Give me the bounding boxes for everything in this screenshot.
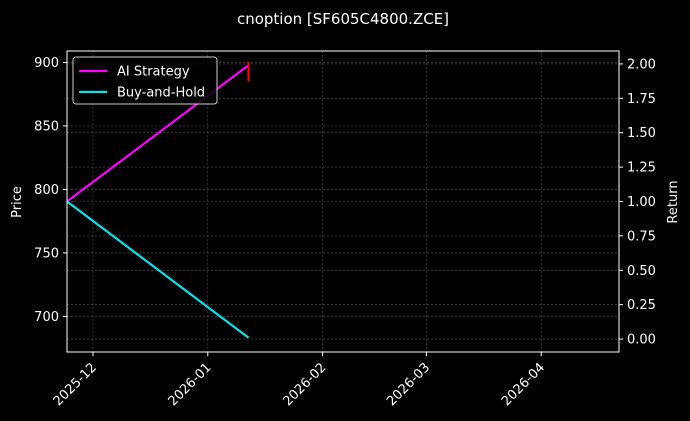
series-line-0	[66, 64, 250, 203]
y-tick-label: 850	[34, 119, 59, 134]
y2-tick-label: 1.75	[627, 92, 656, 107]
y2-tick-label: 0.25	[627, 298, 656, 313]
y-tick-label: 750	[34, 246, 59, 261]
y-tick-label: 700	[34, 310, 59, 325]
y2-tick-label: 1.00	[627, 195, 656, 210]
series-layer	[66, 62, 250, 339]
x-tick-label: 2026-01	[166, 360, 215, 409]
y-axis-left: 700 750 800 850 900	[34, 56, 67, 325]
y2-tick-label: 1.25	[627, 161, 656, 176]
legend-label: AI Strategy	[117, 65, 190, 80]
y2-tick-label: 1.50	[627, 126, 656, 141]
y2-tick-label: 2.00	[627, 57, 656, 72]
series-line-1	[66, 200, 250, 339]
y2-tick-label: 0.75	[627, 229, 656, 244]
legend: AI Strategy Buy-and-Hold	[72, 56, 218, 105]
x-tick-label: 2025-12	[51, 360, 100, 409]
legend-label: Buy-and-Hold	[117, 86, 205, 101]
y-axis-right: 0.00 0.25 0.50 0.75 1.00 1.25 1.50 1.75 2.00	[619, 57, 656, 348]
x-tick-label: 2026-04	[499, 360, 548, 409]
x-tick-label: 2026-02	[280, 360, 329, 409]
y2-axis-label: Return	[666, 180, 681, 223]
y-tick-label: 900	[34, 56, 59, 71]
x-axis: 2025-12 2026-01 2026-02 2026-03 2026-04	[51, 352, 548, 409]
x-tick-label: 2026-03	[384, 360, 433, 409]
y-tick-label: 800	[34, 183, 59, 198]
legend-box	[72, 56, 218, 105]
y-axis-label: Price	[10, 186, 25, 218]
y2-tick-label: 0.00	[627, 333, 656, 348]
chart-title: cnoption [SF605C4800.ZCE]	[237, 10, 449, 28]
y2-tick-label: 0.50	[627, 264, 656, 279]
